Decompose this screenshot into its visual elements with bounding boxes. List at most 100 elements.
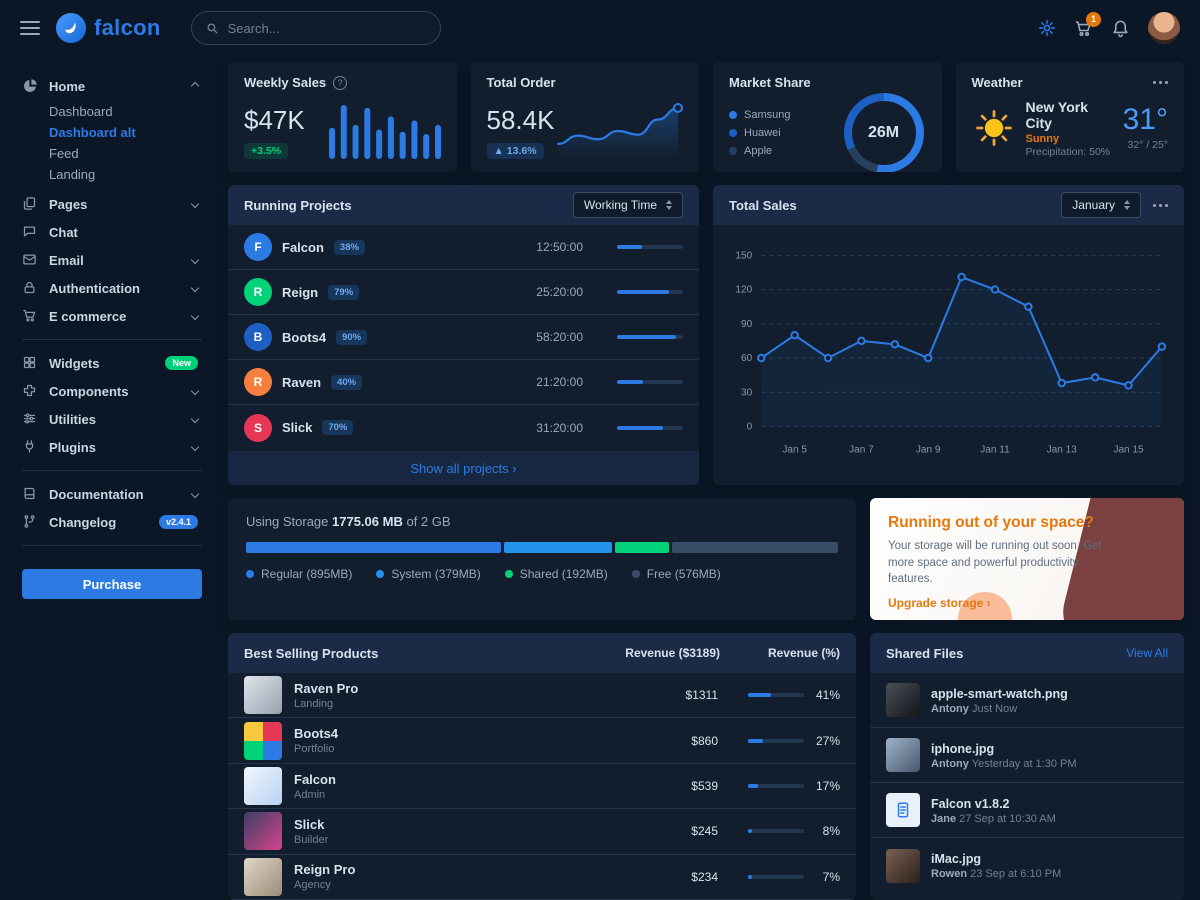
- product-category[interactable]: Portfolio: [294, 743, 335, 756]
- top-navbar: falcon 1: [0, 0, 1200, 56]
- project-progress: [617, 425, 683, 430]
- chevron-down-icon: [190, 442, 200, 452]
- sidebar-item-chat[interactable]: Chat: [22, 218, 202, 246]
- project-avatar: R: [244, 278, 272, 306]
- help-icon[interactable]: [333, 75, 348, 90]
- file-name[interactable]: apple-smart-watch.png: [931, 686, 1068, 701]
- weather-condition: Sunny: [1025, 132, 1060, 145]
- legend-item: Samsung: [729, 109, 790, 121]
- storage-legend: Regular (895MB) System (379MB) Shared (1…: [246, 567, 838, 581]
- notifications-bell-icon[interactable]: [1111, 19, 1130, 38]
- project-time: 21:20:00: [536, 375, 583, 389]
- project-name[interactable]: Slick: [282, 420, 313, 435]
- product-percent: 17%: [815, 779, 840, 794]
- product-name[interactable]: Falcon: [294, 771, 336, 787]
- product-category[interactable]: Builder: [294, 833, 329, 846]
- product-category[interactable]: Landing: [294, 697, 334, 710]
- product-progress: [748, 874, 804, 879]
- weather-card: Weather New York City Sunny Precipitatio…: [955, 62, 1184, 172]
- storage-segment-system: [503, 542, 612, 553]
- project-row: R Raven 40% 21:20:00: [228, 360, 699, 405]
- storage-segment-regular: [246, 542, 501, 553]
- project-percent-badge: 70%: [322, 420, 354, 435]
- project-time: 31:20:00: [536, 420, 583, 435]
- project-time: 58:20:00: [536, 330, 583, 344]
- sidebar-item-authentication[interactable]: Authentication: [22, 274, 202, 302]
- shopping-cart-icon: [22, 308, 38, 324]
- card-title: Market Share: [729, 75, 811, 90]
- file-thumbnail: [886, 738, 920, 772]
- dots-menu-icon[interactable]: [1153, 199, 1168, 212]
- sidebar: Home Dashboard Dashboard alt Feed Landin…: [0, 56, 216, 900]
- product-category[interactable]: Admin: [294, 788, 326, 801]
- sidebar-item-dashboard[interactable]: Dashboard: [49, 104, 113, 119]
- product-name[interactable]: Reign Pro: [294, 862, 356, 878]
- user-avatar[interactable]: [1148, 12, 1180, 44]
- project-percent-badge: 90%: [336, 329, 368, 345]
- month-select[interactable]: January: [1061, 192, 1141, 218]
- svg-text:Jan 15: Jan 15: [1113, 445, 1144, 456]
- sidebar-item-dashboard-alt[interactable]: Dashboard alt: [49, 125, 136, 140]
- pages-copy-icon: [22, 196, 38, 212]
- sidebar-item-home[interactable]: Home: [22, 72, 202, 100]
- falcon-logo[interactable]: falcon: [56, 13, 161, 43]
- project-row: S Slick 70% 31:20:00: [228, 405, 699, 450]
- product-thumbnail: [244, 857, 282, 896]
- project-name[interactable]: Boots4: [282, 329, 327, 345]
- file-name[interactable]: iMac.jpg: [931, 852, 982, 866]
- sidebar-item-widgets[interactable]: Widgets New: [22, 349, 202, 377]
- product-name[interactable]: Slick: [294, 816, 325, 832]
- menu-toggle-button[interactable]: [20, 21, 40, 35]
- search-input[interactable]: [227, 20, 426, 36]
- search-bar[interactable]: [190, 11, 441, 45]
- total-order-chart: [556, 103, 683, 159]
- dots-menu-icon[interactable]: [1153, 76, 1168, 89]
- product-category[interactable]: Agency: [294, 879, 331, 892]
- storage-segment-shared: [614, 542, 670, 553]
- main-content: Weekly Sales $47K +3.5% Total Order: [216, 56, 1200, 900]
- project-percent-badge: 40%: [331, 374, 363, 390]
- card-title: Best Selling Products: [244, 645, 379, 661]
- total-order-value: 58.4K: [486, 104, 555, 135]
- working-time-select[interactable]: Working Time: [572, 192, 683, 218]
- show-all-projects-link[interactable]: Show all projects ›: [228, 451, 699, 485]
- purchase-button[interactable]: Purchase: [22, 569, 202, 599]
- chevron-down-icon: [190, 311, 200, 321]
- product-name[interactable]: Boots4: [294, 726, 339, 742]
- product-name[interactable]: Raven Pro: [294, 680, 359, 696]
- legend-dot: [376, 570, 385, 578]
- file-name[interactable]: Falcon v1.8.2: [931, 796, 1010, 811]
- sidebar-item-changelog[interactable]: Changelog v2.4.1: [22, 508, 202, 536]
- sidebar-item-utilities[interactable]: Utilities: [22, 405, 202, 433]
- project-name[interactable]: Raven: [282, 374, 322, 390]
- upgrade-storage-link[interactable]: Upgrade storage ›: [888, 596, 991, 611]
- svg-text:Jan 13: Jan 13: [1047, 445, 1078, 456]
- sidebar-item-landing[interactable]: Landing: [49, 167, 96, 182]
- sidebar-item-email[interactable]: Email: [22, 246, 202, 274]
- storage-segment-free: [672, 542, 839, 553]
- project-name[interactable]: Falcon: [282, 239, 324, 255]
- market-share-total: 26M: [867, 124, 900, 141]
- legend-dot: [504, 570, 513, 578]
- sidebar-item-components[interactable]: Components: [22, 377, 202, 405]
- settings-gear-icon[interactable]: [1038, 19, 1056, 37]
- market-share-chart: 26M: [843, 93, 924, 172]
- product-progress: [748, 693, 804, 698]
- sidebar-item-feed[interactable]: Feed: [49, 146, 79, 161]
- sidebar-item-pages[interactable]: Pages: [22, 190, 202, 218]
- svg-text:Jan 9: Jan 9: [916, 445, 941, 456]
- product-percent: 41%: [815, 688, 840, 703]
- sidebar-item-documentation[interactable]: Documentation: [22, 480, 202, 508]
- cart-icon[interactable]: 1: [1074, 11, 1101, 38]
- view-all-link[interactable]: View All: [1126, 646, 1168, 660]
- project-name[interactable]: Reign: [282, 284, 319, 300]
- file-name[interactable]: iphone.jpg: [931, 741, 995, 756]
- puzzle-icon: [22, 383, 38, 399]
- sidebar-item-ecommerce[interactable]: E commerce: [22, 302, 202, 330]
- sidebar-item-plugins[interactable]: Plugins: [22, 433, 202, 461]
- weather-city: New York City: [1025, 98, 1089, 131]
- legend-item: System (379MB): [376, 567, 481, 581]
- card-title: Total Order: [486, 75, 556, 90]
- home-submenu: Dashboard Dashboard alt Feed Landing: [22, 101, 202, 185]
- running-projects-card: Running Projects Working Time F Falcon 3…: [228, 185, 699, 485]
